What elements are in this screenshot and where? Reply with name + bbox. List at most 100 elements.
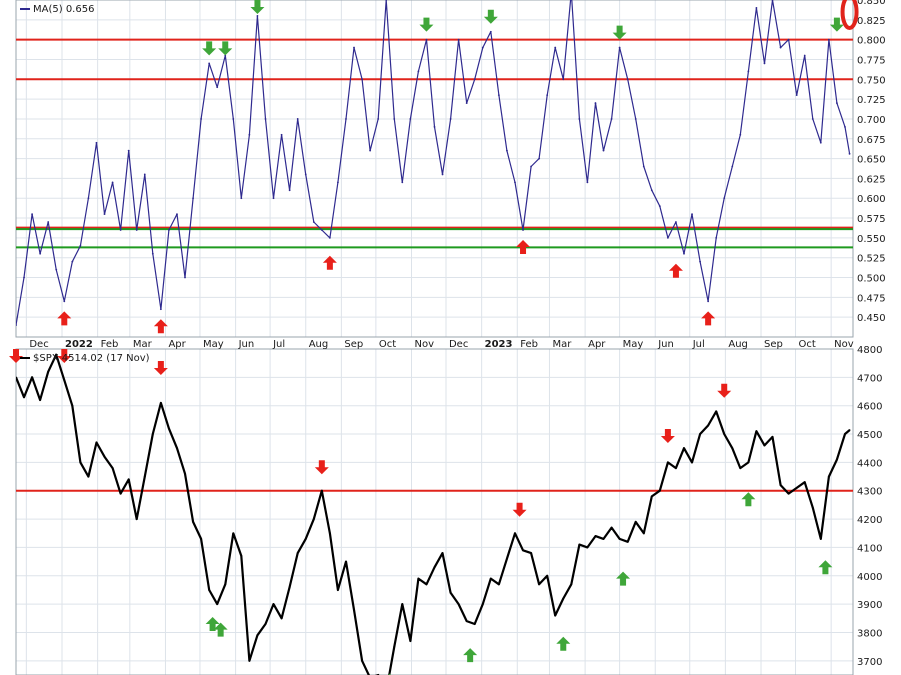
data-point [441,173,444,176]
data-point [675,221,677,223]
data-point [216,603,219,606]
data-point [425,38,428,41]
data-point [618,538,621,540]
data-point [610,526,613,529]
y-tick-label: 0.775 [857,55,886,66]
data-point [691,213,693,215]
x-tick-label: Jul [272,339,285,350]
data-point [642,165,645,168]
down-arrow-icon [419,17,434,32]
data-point [304,538,307,540]
data-point [546,574,549,577]
data-point [618,46,621,49]
data-point [747,461,750,464]
data-point [522,549,524,552]
data-point [666,236,669,239]
x-tick-label: Aug [728,339,748,350]
y-tick-label: 4400 [857,458,882,469]
data-point [409,118,412,120]
data-point [779,46,782,49]
data-point [208,589,211,591]
y-tick-label: 0.600 [857,194,886,205]
data-point [481,603,484,606]
data-point [192,521,194,523]
breadth-panel: 0.450 0.475 0.500 0.525 0.550 0.575 0.600 0.625… [15,0,886,338]
x-tick-label: Oct [799,339,816,350]
data-point [216,86,219,89]
data-point [803,481,806,484]
x-tick-label: Dec [29,339,48,350]
data-point [103,213,106,215]
data-point [95,441,98,444]
data-point [79,244,82,247]
data-point [79,461,82,464]
data-point [200,538,203,540]
legend-label: $SPX 4514.02 (17 Nov) [33,353,150,364]
data-point [256,634,259,637]
data-point [594,102,597,104]
up-arrow-icon [153,319,168,334]
data-point [401,603,404,606]
down-arrow-icon [314,460,329,475]
data-point [642,532,645,535]
data-point [658,205,661,208]
data-point [731,165,734,168]
y-tick-label: 0.550 [857,234,886,245]
data-point [449,591,452,594]
data-point [449,118,452,120]
data-point [127,478,130,481]
y-tick-label: 0.575 [857,214,886,225]
data-point [409,640,412,642]
data-point [425,583,428,586]
up-arrow-icon [57,311,72,326]
data-point [731,447,734,450]
x-tick-label: Jun [657,339,674,350]
x-tick-label: Feb [520,339,538,350]
data-point [723,197,726,200]
y-tick-label: 0.725 [857,95,886,106]
y-tick-label: 0.700 [857,115,886,126]
data-point [433,125,436,128]
down-arrow-icon [153,361,168,376]
data-point [272,197,275,200]
y-tick-label: 4000 [857,572,882,583]
data-point [240,197,243,200]
spx-panel: 3700 3800 3900 4000 4100 4200 4300 4400 4500 4600… [9,345,882,675]
x-tick-label: Nov [415,339,435,350]
data-point [16,376,17,379]
x-tick-label: May [203,339,224,350]
data-point [554,46,557,49]
x-tick-label: 2023 [485,339,513,350]
y-tick-label: 4300 [857,487,882,498]
data-point [755,7,758,9]
x-tick-label: Apr [588,339,606,350]
down-arrow-icon [483,9,498,24]
data-point [23,276,25,279]
data-point [602,538,605,540]
data-point [586,181,589,184]
data-point [71,260,74,263]
y-tick-label: 0.825 [857,16,886,27]
data-point [771,0,774,1]
data-point [570,583,573,586]
data-point [87,197,90,200]
data-point [473,623,476,625]
data-point [819,141,822,144]
data-point [707,300,710,303]
data-point [715,236,718,239]
x-tick-label: 2022 [65,339,93,350]
x-tick-label: Feb [101,339,119,350]
data-point [224,54,227,57]
data-point [481,46,484,49]
x-tick-label: Sep [344,339,363,350]
data-point [304,173,307,176]
data-point [699,433,701,435]
data-point [288,189,291,192]
y-tick-label: 0.625 [857,174,886,185]
data-point [506,557,508,560]
data-point [433,566,436,569]
data-point [47,221,50,223]
data-point [345,560,347,563]
data-point [626,540,629,543]
y-tick-label: 0.525 [857,254,886,265]
